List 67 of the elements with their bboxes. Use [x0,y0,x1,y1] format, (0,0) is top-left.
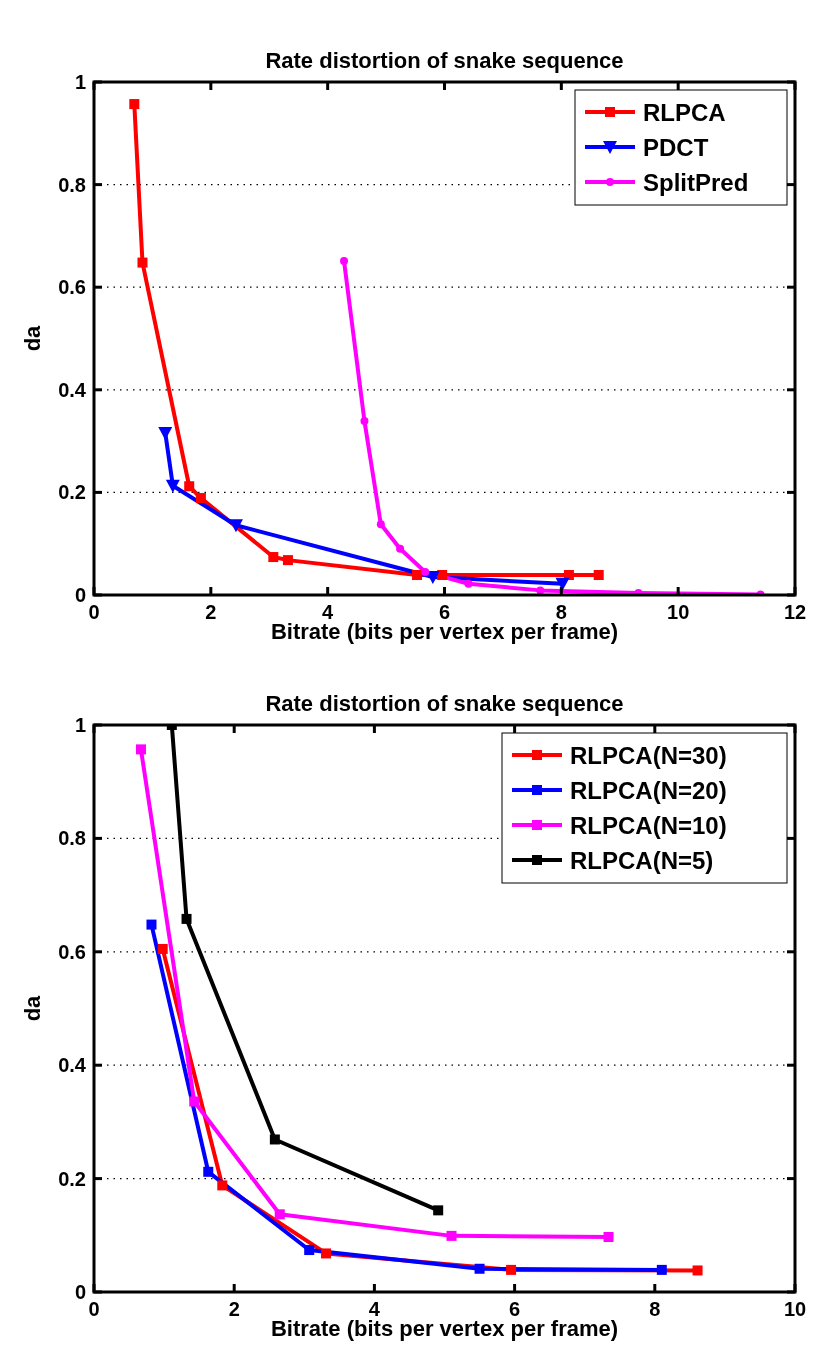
point [135,744,146,755]
y-tick-label: 0 [74,1281,86,1303]
x-tick-label: 10 [783,1298,807,1320]
point [563,569,574,580]
chart-title: Rate distortion of snake sequence [265,691,624,716]
point [157,943,168,954]
point [189,1096,200,1107]
point [396,544,405,553]
point [321,1248,332,1259]
point [304,1245,315,1256]
point [360,417,369,426]
point [433,1205,444,1216]
legend-label: RLPCA(N=20) [570,777,727,804]
point [656,1264,667,1275]
x-tick-label: 12 [783,601,807,623]
x-tick-label: 8 [649,1298,661,1320]
point [217,1180,228,1191]
y-tick-label: 0 [74,584,86,606]
point [282,555,293,566]
x-tick-label: 2 [205,601,217,623]
point [464,579,473,588]
point [421,567,430,576]
y-axis-title: da [20,324,45,352]
y-tick-label: 0.4 [58,1054,87,1077]
point [340,257,349,266]
point [474,1263,485,1274]
y-axis-title: da [20,994,45,1022]
point [269,1134,280,1145]
point [184,481,195,492]
point [446,1230,457,1241]
legend-label: RLPCA [643,99,726,126]
legend-label: RLPCA(N=5) [570,847,714,874]
chart-title: Rate distortion of snake sequence [265,48,624,73]
legend-label: RLPCA(N=30) [570,742,727,769]
point [158,426,173,440]
point [137,257,148,268]
y-tick-label: 1 [74,71,86,93]
point [593,569,604,580]
point [506,1264,517,1275]
point [146,919,157,930]
point [228,519,243,533]
x-tick-label: 10 [667,601,690,623]
point [692,1265,703,1276]
y-tick-label: 0.4 [58,378,87,401]
y-tick-label: 0.8 [58,827,86,850]
point [195,493,206,504]
legend-label: RLPCA(N=10) [570,812,727,839]
y-tick-label: 1 [74,714,86,736]
y-tick-label: 0.2 [58,1167,86,1190]
point [203,1166,214,1177]
y-tick-label: 0.2 [58,481,86,504]
point [412,569,423,580]
point [129,99,140,110]
y-tick-label: 0.6 [58,940,86,963]
x-tick-label: 2 [228,1298,240,1320]
point [437,569,448,580]
legend-label: PDCT [643,134,709,161]
point [603,1232,614,1242]
point [536,586,545,595]
point [181,913,192,924]
y-tick-label: 0.8 [58,173,86,196]
point [165,479,180,493]
point [268,552,279,563]
y-tick-label: 0.6 [58,276,86,299]
legend-label: SplitPred [643,169,749,196]
point [376,520,385,529]
point [274,1209,285,1220]
